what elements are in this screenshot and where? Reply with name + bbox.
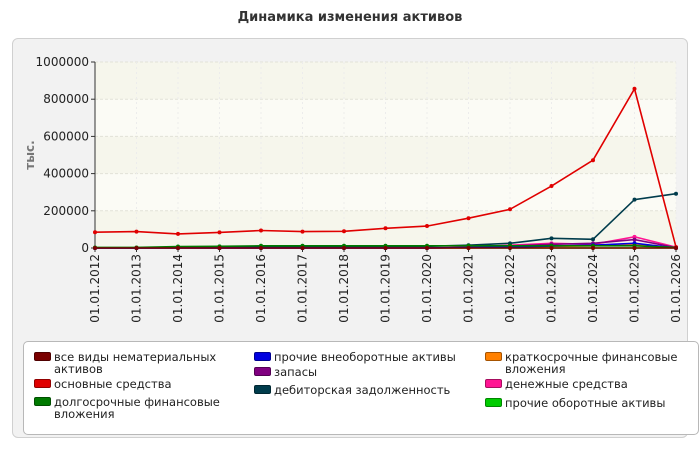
legend-label: долгосрочные финансовые вложения (54, 395, 220, 421)
data-point (259, 246, 263, 250)
y-tick-label: 1000000 (36, 55, 89, 69)
legend-swatch (254, 352, 271, 361)
legend-label: все виды нематериальных активов (54, 350, 217, 376)
legend-swatch (485, 379, 502, 388)
x-tick-label: 01.01.2024 (586, 254, 600, 323)
data-point (342, 229, 346, 234)
data-point (632, 234, 637, 239)
data-point (93, 230, 97, 235)
x-tick-label: 01.01.2015 (213, 254, 227, 323)
legend-swatch (254, 385, 271, 394)
chart-plot: 1000000800000600000400000200000001.01.20… (23, 55, 683, 323)
data-point (549, 246, 554, 250)
data-point (591, 237, 595, 242)
legend-swatch (485, 398, 502, 407)
data-point (549, 184, 554, 189)
data-point (591, 246, 595, 250)
legend-label: прочие внеоборотные активы (274, 350, 456, 364)
data-point (217, 230, 222, 235)
data-point (217, 246, 222, 250)
x-tick-label: 01.01.2021 (462, 254, 476, 323)
data-point (632, 246, 637, 250)
data-point (632, 237, 637, 242)
data-point (93, 246, 97, 250)
data-point (632, 86, 637, 91)
y-tick-label: 400000 (43, 167, 89, 181)
legend-label: краткосрочные финансовые вложения (505, 350, 678, 376)
data-point (508, 246, 512, 250)
data-point (674, 246, 678, 250)
x-tick-label: 01.01.2023 (545, 254, 559, 323)
y-tick-label: 0 (81, 241, 89, 255)
data-point (425, 246, 429, 250)
data-point (425, 224, 429, 229)
x-tick-label: 01.01.2013 (130, 254, 144, 323)
data-point (674, 191, 678, 196)
x-tick-label: 01.01.2017 (296, 254, 310, 323)
x-tick-label: 01.01.2020 (420, 254, 434, 323)
data-point (466, 216, 471, 221)
chart-panel: 1000000 800000 600000 400000 200000 0 01.01.20… (12, 38, 699, 438)
x-tick-label: 01.01.2016 (254, 254, 268, 323)
legend-label: запасы (274, 365, 318, 379)
legend-swatch (485, 352, 502, 361)
data-point (632, 197, 637, 202)
data-point (300, 246, 305, 250)
legend-label: основные средства (54, 377, 172, 391)
legend-swatch (34, 379, 51, 388)
data-point (342, 246, 346, 250)
legend-swatch (254, 367, 271, 376)
legend-label: прочие оборотные активы (505, 396, 666, 410)
y-tick-label: 800000 (43, 92, 89, 106)
y-tick-label: 200000 (43, 204, 89, 218)
data-point (134, 246, 139, 250)
data-point (508, 207, 512, 212)
data-point (176, 246, 180, 250)
x-tick-label: 01.01.2025 (628, 254, 642, 323)
legend-swatch (34, 397, 51, 406)
legend-swatch (34, 352, 51, 361)
data-point (134, 229, 139, 234)
chart-legend: все виды нематериальных активов основные… (23, 341, 699, 435)
x-tick-label: 01.01.2012 (88, 254, 102, 323)
y-tick-label: 600000 (43, 129, 89, 143)
x-tick-label: 01.01.2018 (337, 254, 351, 323)
data-point (259, 228, 263, 233)
legend-label: дебиторская задолженность (274, 383, 451, 397)
data-point (466, 246, 471, 250)
data-point (549, 236, 554, 241)
data-point (383, 246, 388, 250)
data-point (300, 229, 305, 234)
data-point (591, 158, 595, 163)
data-point (383, 226, 388, 231)
x-tick-label: 01.01.2014 (171, 254, 185, 323)
x-tick-label: 01.01.2022 (503, 254, 517, 323)
legend-label: денежные средства (505, 377, 628, 391)
y-axis-label: тыс. (23, 140, 37, 169)
data-point (176, 231, 180, 236)
x-tick-label: 01.01.2019 (379, 254, 393, 323)
x-tick-label: 01.01.2026 (669, 254, 683, 323)
chart-title: Динамика изменения активов (237, 10, 463, 25)
